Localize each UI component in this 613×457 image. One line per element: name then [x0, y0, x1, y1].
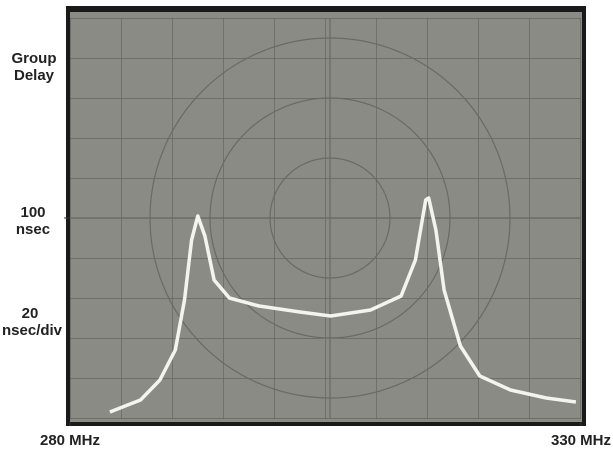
y-axis-label: Group Delay: [11, 50, 57, 84]
scale-annotation: 20 nsec/div: [2, 305, 63, 339]
trace: [109, 196, 577, 414]
x-tick-label: 330 MHz: [550, 432, 612, 449]
x-tick-label: 280 MHz: [39, 432, 101, 449]
y-tick-label: 100 nsec: [15, 204, 51, 238]
polar-overlay: [70, 18, 581, 418]
